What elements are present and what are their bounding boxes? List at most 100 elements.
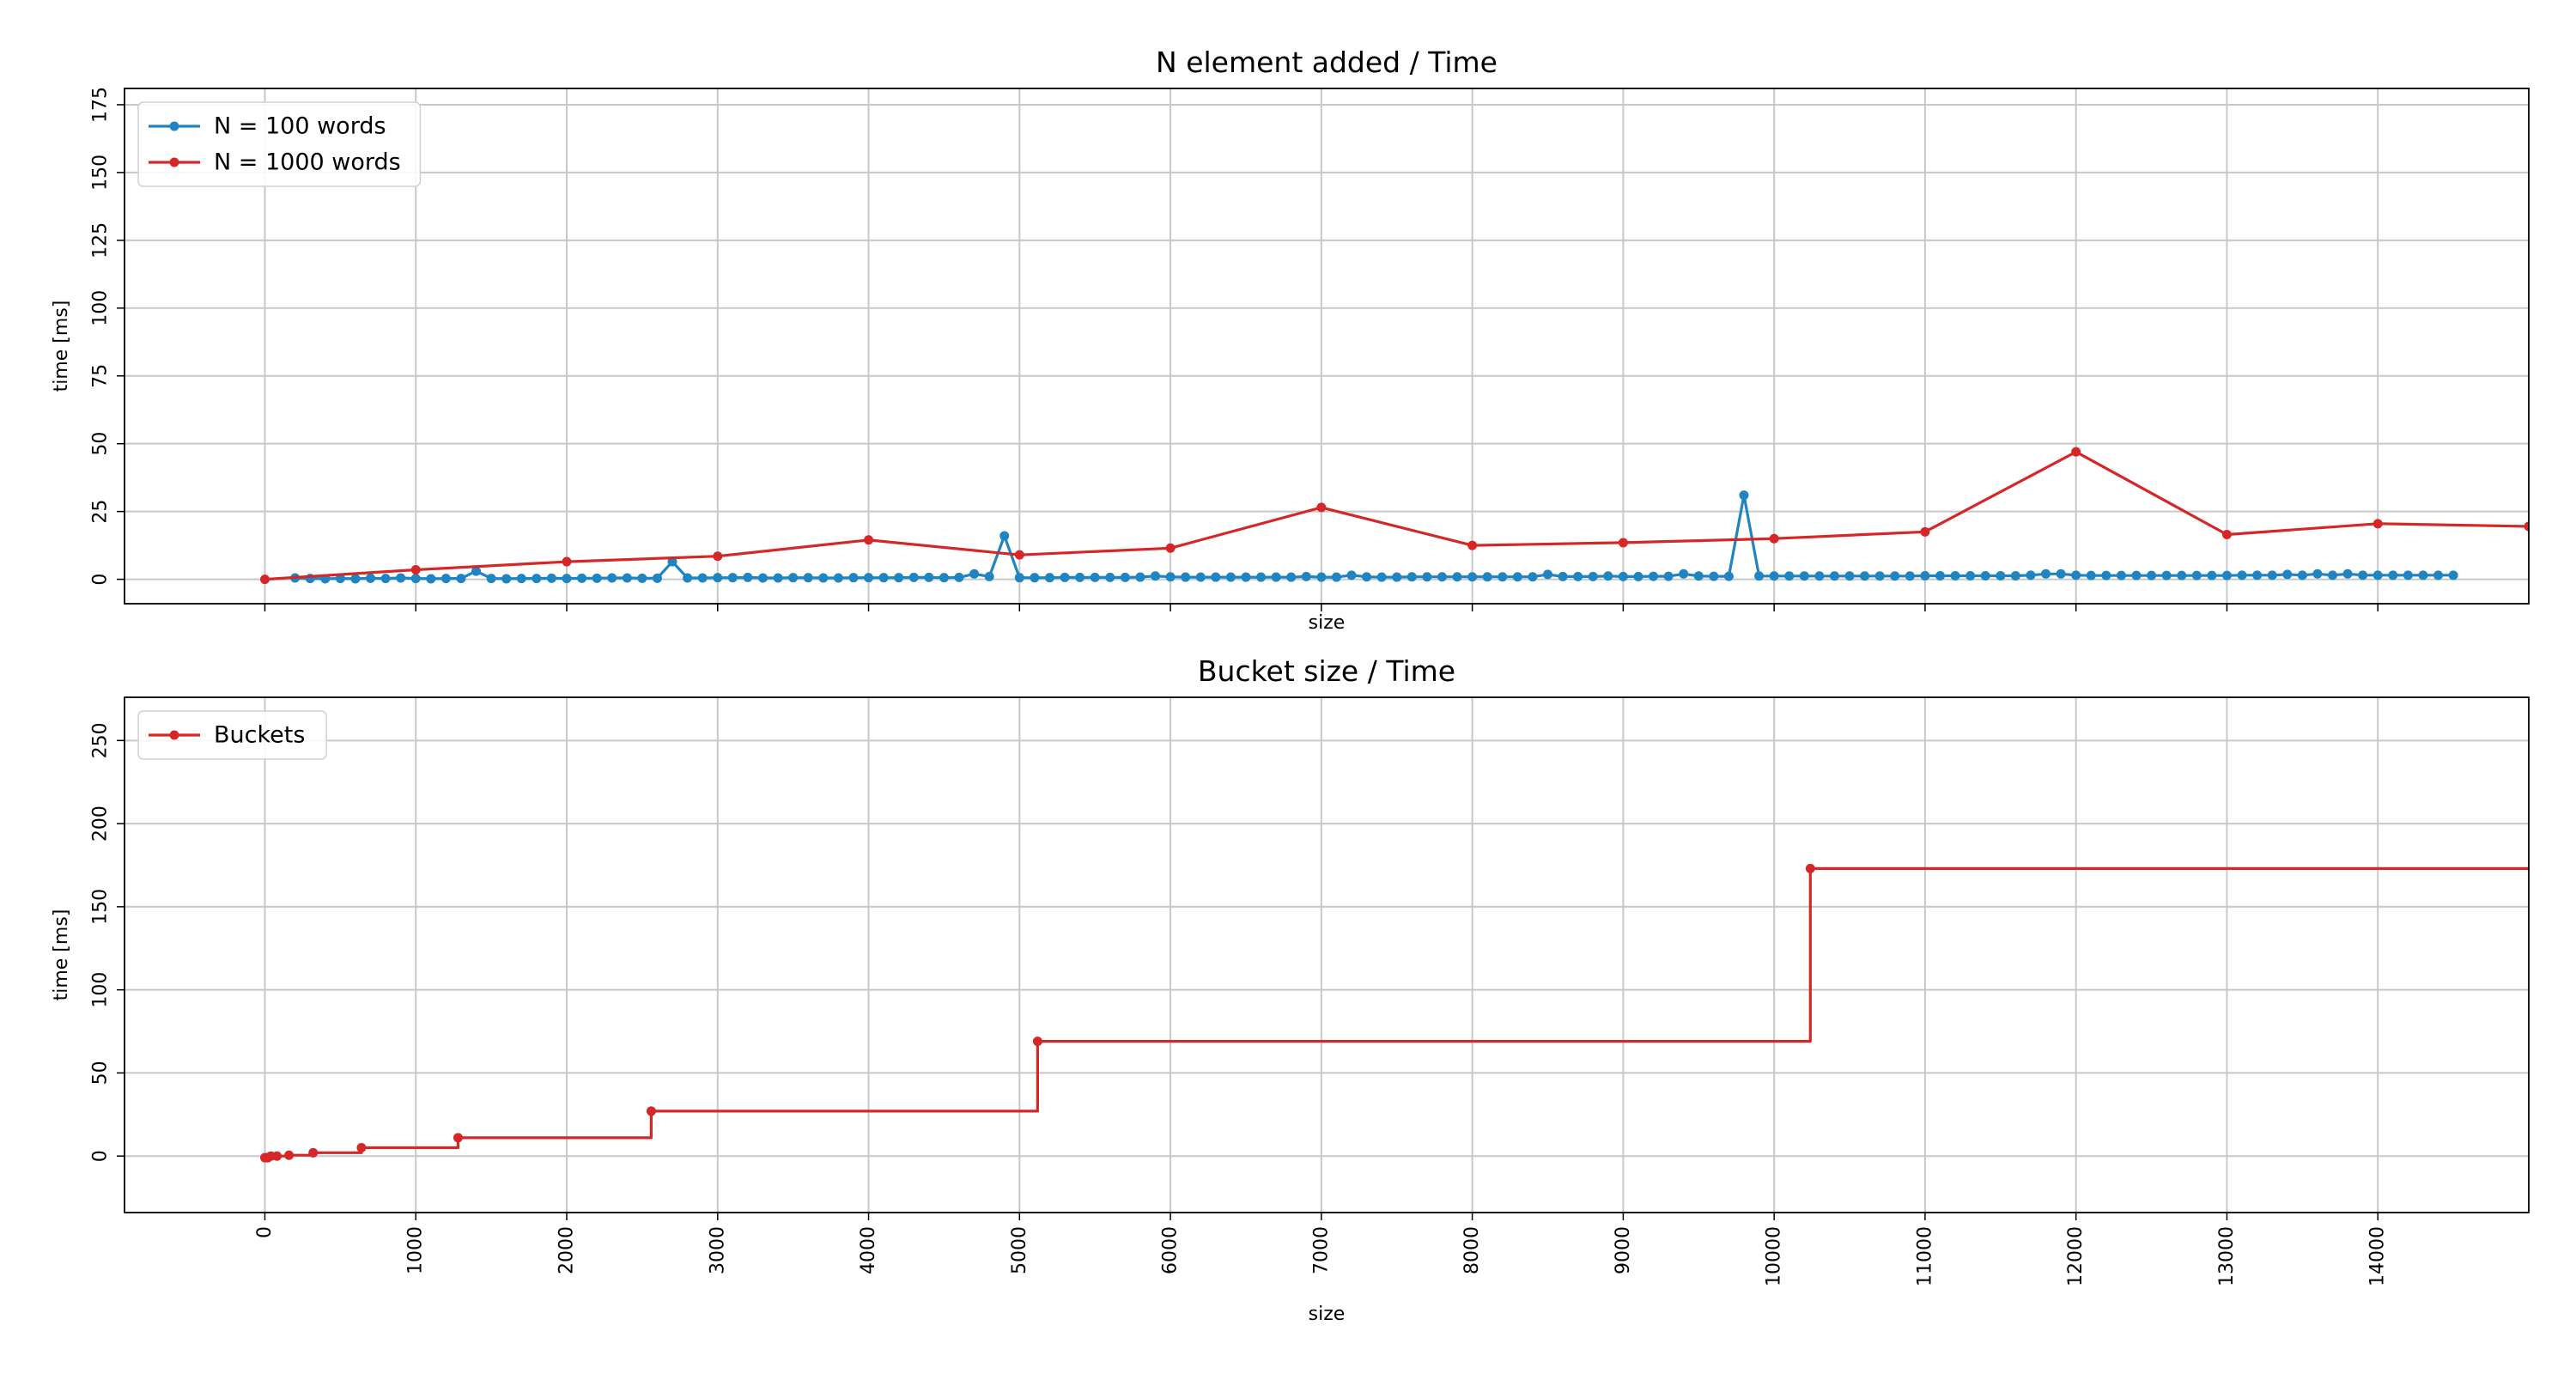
data-point [803,573,813,583]
data-point [1649,571,1659,581]
data-point [2388,570,2398,581]
data-point [713,551,723,562]
data-point [788,573,799,583]
data-point [1165,543,1176,553]
y-tick-label: 200 [90,806,112,842]
data-point [818,573,829,583]
data-point [2071,447,2081,457]
y-tick-label: 0 [90,1150,112,1162]
data-point [1151,571,1161,581]
data-point [1467,540,1478,550]
data-point [1814,571,1825,581]
legend-marker [169,157,179,167]
x-tick-label: 3000 [707,1226,728,1274]
data-point [878,573,889,583]
data-point [1060,572,1070,582]
data-point [1905,571,1915,581]
data-point [1754,571,1765,581]
data-point [440,574,451,584]
data-point [1663,571,1674,581]
y-tick-label: 100 [90,290,112,326]
data-point [1211,572,1221,582]
data-point [1256,572,1267,582]
data-point [1633,571,1643,581]
series-n-1000-words [259,447,2529,585]
data-point [848,573,859,583]
y-tick-label: 250 [90,722,112,758]
data-point [1679,568,1689,579]
data-point [396,573,406,583]
data-point [1920,570,1930,581]
grid [125,697,2529,1213]
data-point [501,574,512,584]
data-point [1467,572,1478,582]
x-tick-label: 7000 [1310,1226,1332,1274]
data-point [1693,571,1704,581]
data-point [2041,568,2051,579]
data-point [1618,538,1628,548]
data-point [308,1147,319,1158]
data-point [1603,571,1613,581]
x-tick-label: 6000 [1160,1226,1182,1274]
data-point [1498,572,1508,582]
data-point [2282,569,2293,580]
data-point [577,573,587,583]
data-point [1286,572,1297,582]
x-tick-label: 5000 [1009,1226,1030,1274]
plot-frame [124,88,2530,605]
data-point [646,1106,656,1116]
series-n-100-words [290,490,2458,584]
data-point [562,556,572,567]
data-point [2342,568,2353,579]
data-point [1528,572,1538,582]
data-point [1769,533,1779,544]
data-point [939,573,949,583]
data-point [607,573,617,583]
data-point [2056,568,2066,579]
data-point [924,572,934,582]
legend-marker [169,730,179,740]
y-tick-label: 150 [90,155,112,191]
data-point [1558,571,1568,581]
y-tick-label: 125 [90,222,112,258]
data-point [1452,572,1462,582]
legend-box [137,101,422,187]
data-point [1044,573,1054,583]
x-tick-label: 11000 [1914,1226,1935,1286]
data-point [562,574,572,584]
data-point [2418,570,2428,581]
chart-title: Bucket size / Time [1198,654,1455,688]
data-point [1588,571,1598,581]
data-point [1030,573,1040,583]
data-point [546,573,556,583]
data-point [1829,571,1839,581]
data-point [1920,526,1930,537]
data-point [2358,570,2368,581]
data-point [1014,550,1024,560]
data-point [652,573,662,583]
data-point [1135,572,1145,582]
x-tick-label: 2000 [556,1226,578,1274]
data-point [1075,572,1085,582]
data-point [1844,571,1855,581]
data-point [1271,572,1281,582]
data-point [532,574,542,584]
data-point [1241,572,1251,582]
data-point [2372,519,2383,529]
data-point [1618,571,1628,581]
data-point [1195,572,1206,582]
data-point [1316,502,1327,513]
y-tick-label: 75 [90,364,112,388]
data-point [1482,572,1492,582]
data-point [410,574,421,584]
data-point [758,573,769,583]
data-point [1316,572,1327,582]
data-point [2221,570,2232,581]
x-tick-label: 13000 [2216,1226,2238,1286]
legend: Buckets [137,710,327,760]
series-line [264,450,2529,581]
data-point [2221,529,2232,539]
data-point [1890,571,1900,581]
data-point [864,535,874,545]
data-point [999,531,1010,541]
